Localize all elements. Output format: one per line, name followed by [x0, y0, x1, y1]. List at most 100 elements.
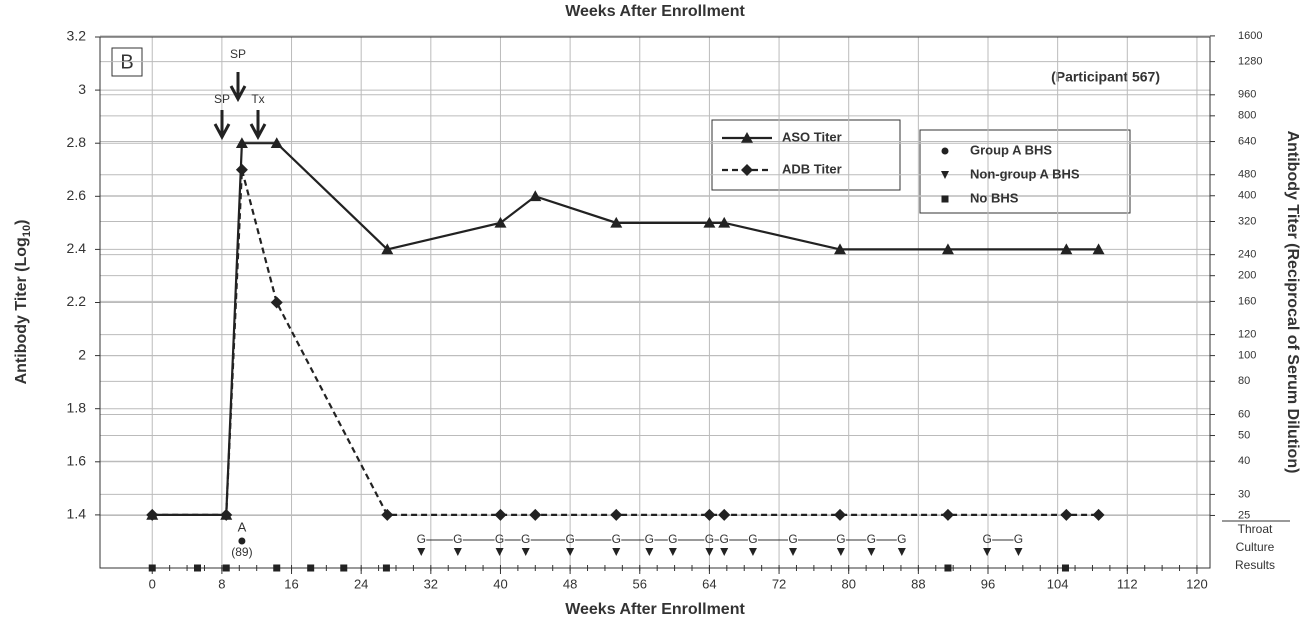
marker-diamond	[220, 508, 233, 521]
marker-triangle	[1060, 243, 1073, 255]
y2-tick-label: 320	[1238, 215, 1256, 227]
marker-triangle	[381, 243, 394, 255]
y2-tick-label: 1600	[1238, 30, 1262, 42]
y-tick-label: 2.8	[67, 134, 87, 150]
participant-label: (Participant 567)	[1051, 69, 1160, 85]
y2-tick-label: 100	[1238, 350, 1256, 362]
culture-g: G	[836, 532, 845, 546]
marker-triangle	[529, 190, 542, 202]
marker-down-triangle	[612, 548, 621, 556]
culture-g: G	[417, 532, 426, 546]
y-tick-label: 2	[78, 346, 86, 362]
x-tick-label: 8	[218, 576, 225, 591]
y-tick-label: 1.8	[67, 399, 87, 415]
culture-g: G	[453, 532, 462, 546]
x-tick-label: 56	[633, 576, 647, 591]
marker-diamond	[1092, 508, 1105, 521]
marker-down-triangle	[836, 548, 845, 556]
y2-tick-label: 160	[1238, 295, 1256, 307]
marker-down-triangle	[521, 548, 530, 556]
group-a-label: A	[238, 519, 247, 534]
culture-g: G	[521, 532, 530, 546]
marker-diamond	[941, 508, 954, 521]
marker-down-triangle	[453, 548, 462, 556]
marker-triangle	[270, 137, 283, 148]
marker-down-triangle	[417, 548, 426, 556]
arrow	[249, 110, 267, 141]
y-axis-title: Antibody Titer (Log10)	[13, 220, 33, 385]
legend-label: Non-group A BHS	[970, 166, 1080, 181]
marker-triangle	[610, 216, 623, 228]
y-tick-label: 3	[78, 81, 86, 97]
arrow	[229, 72, 247, 103]
marker-square	[222, 564, 230, 572]
marker-diamond	[529, 508, 542, 521]
y2-tick-label: 60	[1238, 408, 1250, 420]
arrow	[213, 110, 231, 141]
marker-square	[941, 195, 949, 203]
series-line	[152, 169, 1099, 516]
y2-tick-label: 960	[1238, 89, 1256, 101]
x-tick-label: 80	[841, 576, 855, 591]
marker-square	[194, 564, 202, 572]
culture-g: G	[748, 532, 757, 546]
marker-down-triangle	[941, 171, 949, 179]
marker-diamond	[494, 508, 507, 521]
marker-down-triangle	[983, 548, 992, 556]
marker-diamond	[703, 508, 716, 521]
marker-square	[382, 564, 390, 572]
x-tick-label: 120	[1186, 576, 1208, 591]
y-axis-title-main: Antibody Titer (Log	[13, 237, 30, 384]
x-tick-label: 24	[354, 576, 368, 591]
y2-tick-label: 240	[1238, 249, 1256, 261]
marker-diamond	[741, 164, 753, 176]
x-tick-label: 72	[772, 576, 786, 591]
x-tick-label: 64	[702, 576, 716, 591]
x-tick-label: 0	[149, 576, 156, 591]
culture-label: Results	[1235, 558, 1275, 572]
y-tick-label: 1.6	[67, 453, 87, 469]
marker-triangle	[494, 216, 507, 228]
marker-triangle	[941, 243, 954, 255]
marker-diamond	[146, 508, 159, 521]
y2-tick-label: 25	[1238, 509, 1250, 521]
x-tick-label: 96	[981, 576, 995, 591]
marker-diamond	[718, 508, 731, 521]
marker-triangle	[741, 132, 753, 143]
culture-g: G	[1014, 532, 1023, 546]
culture-g: G	[495, 532, 504, 546]
marker-down-triangle	[705, 548, 714, 556]
marker-down-triangle	[495, 548, 504, 556]
marker-down-triangle	[566, 548, 575, 556]
marker-diamond	[834, 508, 846, 521]
culture-g: G	[788, 532, 797, 546]
y2-tick-label: 80	[1238, 375, 1250, 387]
x-tick-label: 16	[284, 576, 298, 591]
culture-label: Culture	[1236, 540, 1275, 554]
marker-square	[307, 564, 315, 572]
y2-tick-label: 800	[1238, 110, 1256, 122]
marker-diamond	[270, 296, 283, 309]
marker-circle	[941, 147, 949, 155]
marker-triangle	[834, 243, 846, 255]
culture-g: G	[867, 532, 876, 546]
y2-tick-label: 1280	[1238, 56, 1262, 68]
marker-diamond	[1060, 508, 1073, 521]
y-tick-label: 2.2	[67, 293, 87, 309]
y-axis-title-end: )	[13, 220, 30, 225]
x-tick-label: 48	[563, 576, 577, 591]
culture-g: G	[612, 532, 621, 546]
marker-down-triangle	[788, 548, 797, 556]
y2-tick-label: 120	[1238, 328, 1256, 340]
culture-g: G	[982, 532, 991, 546]
y-tick-label: 2.4	[67, 240, 87, 256]
y-axis-title-group: Antibody Titer (Log10)	[13, 220, 33, 385]
marker-square	[340, 564, 348, 572]
culture-g: G	[897, 532, 906, 546]
marker-triangle	[703, 216, 716, 228]
y2-tick-label: 400	[1238, 190, 1256, 202]
y2-tick-label: 480	[1238, 169, 1256, 181]
x-tick-label: 32	[424, 576, 438, 591]
legend-box	[919, 129, 1131, 214]
